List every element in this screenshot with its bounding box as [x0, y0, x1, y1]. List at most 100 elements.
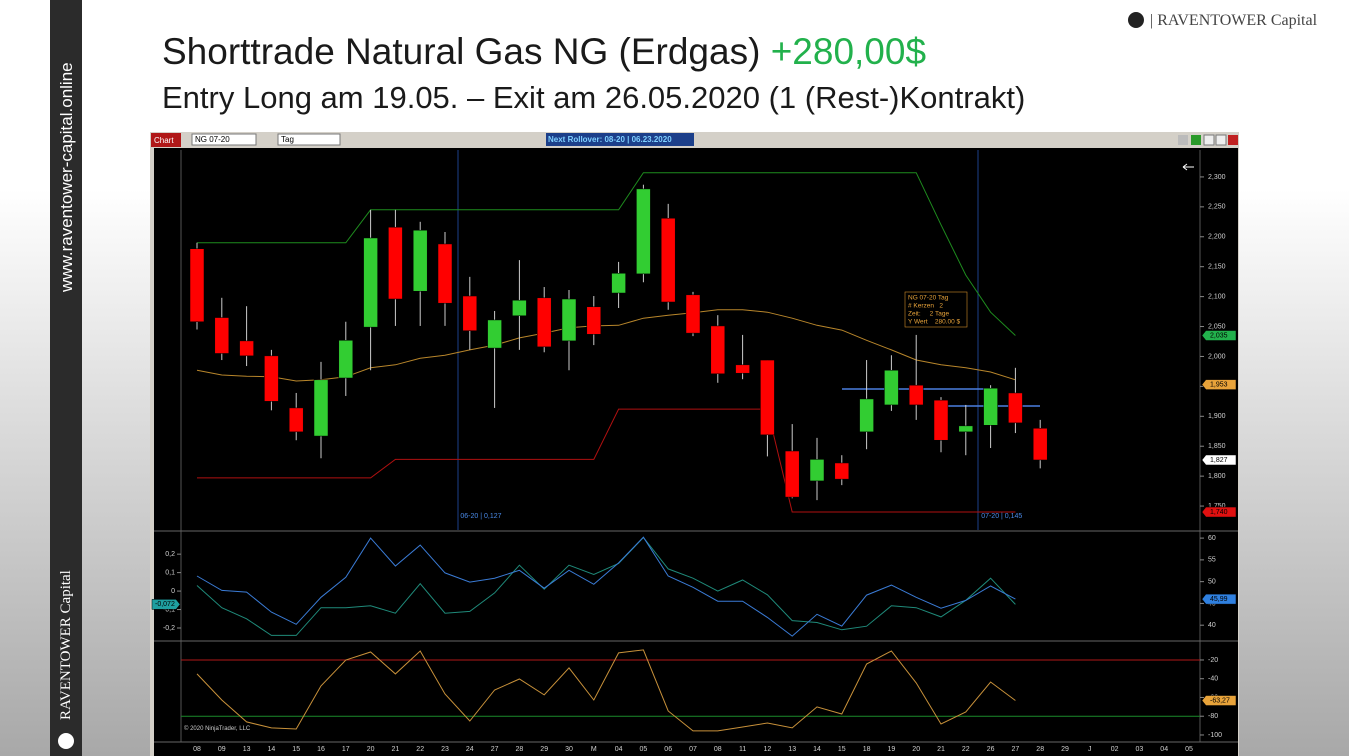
candle-body — [363, 237, 378, 328]
tooltip-line: NG 07-20 Tag — [908, 295, 949, 302]
price-marker-label: -63,27 — [1210, 697, 1230, 704]
candle-body — [239, 340, 254, 357]
x-tick-label: 28 — [516, 746, 524, 753]
y-tick-label: 2,250 — [1208, 204, 1226, 211]
sidebar-icon — [58, 733, 74, 749]
y-tick-label: -0,1 — [163, 606, 175, 613]
sidebar-url: www.raventower-capital.online — [57, 62, 76, 293]
instrument-select[interactable] — [191, 133, 257, 146]
x-tick-label: 23 — [441, 746, 449, 753]
price-marker — [1201, 330, 1237, 341]
copyright: © 2020 NinjaTrader, LLC — [184, 725, 251, 732]
x-tick-label: 21 — [392, 746, 400, 753]
series-line — [197, 172, 1016, 336]
window-button[interactable] — [1203, 134, 1215, 146]
x-tick-label: 27 — [1012, 746, 1020, 753]
series-line — [196, 649, 1016, 732]
candle-body — [561, 298, 577, 342]
price-marker-label: 45,99 — [1210, 596, 1228, 603]
y-tick-label: 2,000 — [1208, 353, 1226, 360]
logo-icon — [1128, 12, 1144, 28]
x-tick-label: 15 — [838, 746, 846, 753]
title-text: Shorttrade Natural Gas NG (Erdgas) — [162, 31, 760, 72]
candle-body — [388, 226, 403, 300]
sidebar — [50, 0, 82, 756]
window-button[interactable] — [1178, 135, 1188, 145]
y-tick-label: 2,050 — [1208, 323, 1226, 330]
x-tick-label: 05 — [640, 746, 648, 753]
candle-body — [536, 297, 552, 348]
x-tick-label: 30 — [565, 746, 573, 753]
y-tick-label: 0 — [171, 588, 175, 595]
y-tick-label: 2,200 — [1208, 234, 1226, 241]
window-button[interactable] — [1191, 135, 1201, 145]
x-tick-label: 20 — [912, 746, 920, 753]
y-tick-label: -20 — [1208, 657, 1218, 664]
y-tick-label: 1,900 — [1208, 413, 1226, 420]
price-marker-label: -0,072 — [155, 601, 175, 608]
window-button[interactable] — [1215, 134, 1227, 146]
y-tick-label: 1,850 — [1208, 443, 1226, 450]
candle-body — [735, 364, 750, 374]
price-marker — [1201, 506, 1237, 518]
candle-body — [412, 229, 428, 292]
candle-body — [1008, 392, 1023, 424]
candle-body — [809, 459, 825, 482]
price-marker — [1201, 379, 1237, 390]
series-line — [196, 309, 1016, 382]
candle-body — [685, 294, 701, 334]
candle-body — [933, 399, 949, 441]
candle-body — [313, 379, 329, 437]
subtitle: Entry Long am 19.05. – Exit am 26.05.202… — [162, 80, 1025, 115]
chart-tab[interactable] — [151, 133, 181, 147]
x-tick-label: 19 — [888, 746, 896, 753]
x-tick-label: 22 — [962, 746, 970, 753]
x-tick-label: 18 — [863, 746, 871, 753]
x-tick-label: 04 — [615, 746, 623, 753]
x-tick-label: 28 — [1036, 746, 1044, 753]
x-tick-label: J — [1088, 746, 1092, 753]
x-tick-label: 20 — [367, 746, 375, 753]
candle-body — [586, 306, 602, 335]
close-button[interactable] — [1228, 135, 1238, 145]
plot: 08 09 13 14 15 16 17 20 21 22 23 24 27 28 29 30 M 04 05 06 0… — [151, 172, 1237, 753]
logo: | RAVENTOWER Capital — [1150, 12, 1318, 29]
sidebar-brand: RAVENTOWER Capital — [58, 570, 74, 720]
price-marker — [1201, 695, 1237, 706]
y-tick-label: 1,800 — [1208, 473, 1226, 480]
x-tick-label: 08 — [193, 746, 201, 753]
period-select[interactable] — [277, 133, 341, 146]
x-tick-label: 07 — [689, 746, 697, 753]
y-tick-label: 0,1 — [165, 569, 175, 576]
title: Shorttrade Natural Gas NG (Erdgas) +280,… — [162, 31, 926, 72]
x-tick-label: 13 — [243, 746, 251, 753]
candle-body — [264, 355, 279, 402]
x-tick-label: 13 — [788, 746, 796, 753]
candle-body — [288, 407, 304, 433]
candle-body — [908, 384, 924, 406]
rollover-box — [546, 133, 694, 146]
candle-body — [710, 325, 726, 375]
y-tick-label: 60 — [1208, 535, 1216, 542]
candle-body — [214, 317, 230, 354]
price-marker-label: 1,953 — [1210, 381, 1228, 388]
price-marker-label: 2,035 — [1210, 332, 1228, 339]
y-tick-label: -40 — [1208, 676, 1218, 683]
price-marker — [1201, 454, 1237, 466]
candle-body — [784, 450, 800, 498]
back-arrow[interactable] — [1182, 163, 1194, 171]
y-tick-label: 0,2 — [165, 551, 175, 558]
price-marker — [1201, 593, 1237, 605]
candle-body — [958, 425, 974, 433]
x-tick-label: 04 — [1160, 746, 1168, 753]
x-tick-label: 14 — [268, 746, 276, 753]
x-tick-label: 16 — [317, 746, 325, 753]
x-tick-label: 26 — [987, 746, 995, 753]
x-tick-label: 05 — [1185, 746, 1193, 753]
y-tick-label: -80 — [1208, 713, 1218, 720]
x-tick-label: 12 — [764, 746, 772, 753]
y-tick-label: 1,750 — [1208, 503, 1226, 510]
y-tick-label: 55 — [1208, 557, 1216, 564]
candle-body — [487, 319, 502, 349]
